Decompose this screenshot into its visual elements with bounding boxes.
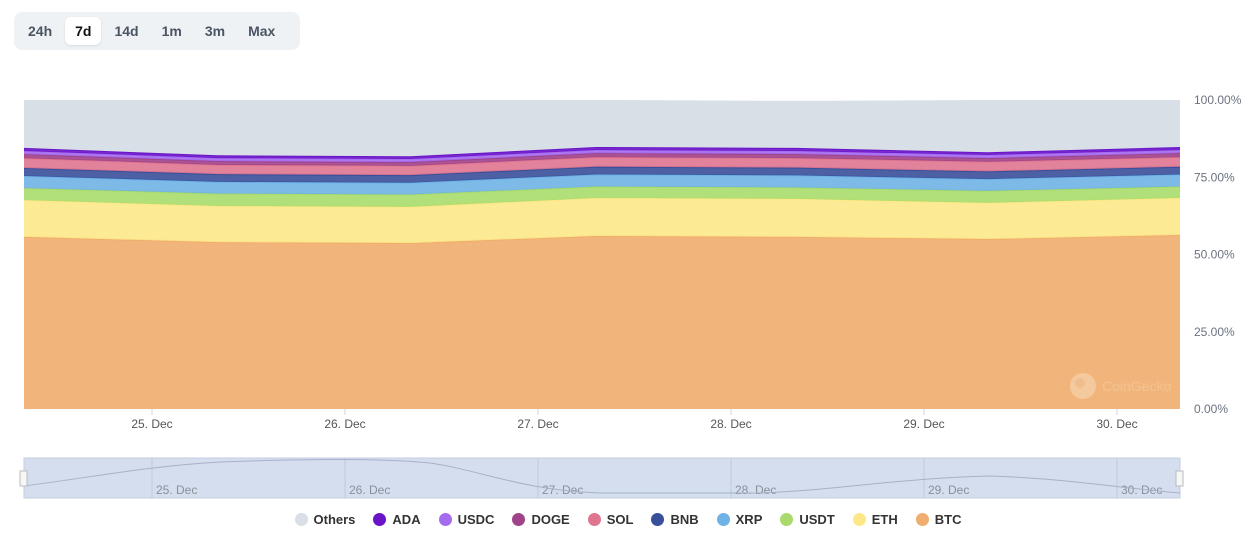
- coingecko-watermark: CoinGecko: [1070, 373, 1171, 399]
- navigator-handle-left[interactable]: [19, 470, 28, 487]
- range-7d-button[interactable]: 7d: [65, 17, 102, 45]
- range-selector: 24h 7d 14d 1m 3m Max: [14, 12, 300, 50]
- legend-item-sol[interactable]: SOL: [587, 512, 634, 527]
- legend-item-doge[interactable]: DOGE: [512, 512, 570, 527]
- x-tick-label: 30. Dec: [1096, 417, 1137, 431]
- area-others[interactable]: [24, 100, 1180, 157]
- navigator-handle-right[interactable]: [1175, 470, 1184, 487]
- legend-marker-icon: [716, 513, 730, 526]
- range-3m-button[interactable]: 3m: [204, 23, 226, 39]
- legend-label: XRP: [735, 512, 763, 527]
- y-tick-label: 75.00%: [1194, 170, 1235, 184]
- navigator-tick-label: 29. Dec: [928, 483, 969, 497]
- legend-label: ADA: [392, 512, 421, 527]
- legend-marker-icon: [373, 513, 387, 526]
- legend-marker-icon: [780, 513, 794, 526]
- x-tick-label: 29. Dec: [903, 417, 944, 431]
- legend-marker-icon: [294, 513, 308, 526]
- legend-marker-icon: [651, 513, 665, 526]
- legend-item-others[interactable]: Others: [294, 512, 356, 527]
- legend-marker-icon: [915, 513, 929, 526]
- legend-label: USDT: [799, 512, 835, 527]
- legend-item-xrp[interactable]: XRP: [716, 512, 763, 527]
- area-bnb[interactable]: [24, 166, 1180, 183]
- legend-item-eth[interactable]: ETH: [852, 512, 898, 527]
- range-24h-button[interactable]: 24h: [28, 23, 53, 39]
- legend-marker-icon: [587, 513, 601, 526]
- navigator-tick-label: 25. Dec: [156, 483, 197, 497]
- legend-item-ada[interactable]: ADA: [373, 512, 421, 527]
- x-tick-label: 25. Dec: [131, 417, 172, 431]
- range-max-button[interactable]: Max: [248, 23, 276, 39]
- y-tick-label: 50.00%: [1194, 248, 1235, 262]
- legend-item-btc[interactable]: BTC: [915, 512, 962, 527]
- area-usdt[interactable]: [24, 186, 1180, 207]
- x-tick-label: 28. Dec: [710, 417, 751, 431]
- navigator[interactable]: 25. Dec 26. Dec 27. Dec 28. Dec 29. Dec 30. D…: [19, 457, 1184, 499]
- x-tick-label: 26. Dec: [324, 417, 365, 431]
- legend-label: DOGE: [531, 512, 570, 527]
- area-eth[interactable]: [24, 197, 1180, 244]
- range-14d-button[interactable]: 14d: [114, 23, 139, 39]
- legend-label: SOL: [606, 512, 634, 527]
- legend: Others ADA USDC DOGE SOL BNB XRP USDT ETH BTC: [0, 512, 1256, 527]
- legend-item-usdc[interactable]: USDC: [438, 512, 495, 527]
- legend-item-usdt[interactable]: USDT: [780, 512, 835, 527]
- legend-label: BNB: [670, 512, 699, 527]
- area-xrp[interactable]: [24, 174, 1180, 195]
- legend-label: Others: [313, 512, 356, 527]
- y-tick-label: 100.00%: [1194, 93, 1242, 107]
- area-btc[interactable]: [24, 235, 1180, 409]
- legend-marker-icon: [512, 513, 526, 526]
- svg-text:CoinGecko: CoinGecko: [1102, 378, 1171, 394]
- range-1m-button[interactable]: 1m: [161, 23, 182, 39]
- x-tick-label: 27. Dec: [517, 417, 558, 431]
- legend-item-bnb[interactable]: BNB: [651, 512, 699, 527]
- legend-label: ETH: [871, 512, 898, 527]
- legend-marker-icon: [438, 513, 452, 526]
- y-tick-label: 0.00%: [1194, 402, 1228, 416]
- navigator-tick-label: 26. Dec: [349, 483, 390, 497]
- legend-label: USDC: [457, 512, 495, 527]
- area-sol[interactable]: [24, 157, 1180, 176]
- y-tick-label: 25.00%: [1194, 325, 1235, 339]
- navigator-tick-label: 28. Dec: [735, 483, 776, 497]
- legend-label: BTC: [934, 512, 962, 527]
- navigator-tick-label: 30. Dec: [1121, 483, 1162, 497]
- legend-marker-icon: [852, 513, 866, 526]
